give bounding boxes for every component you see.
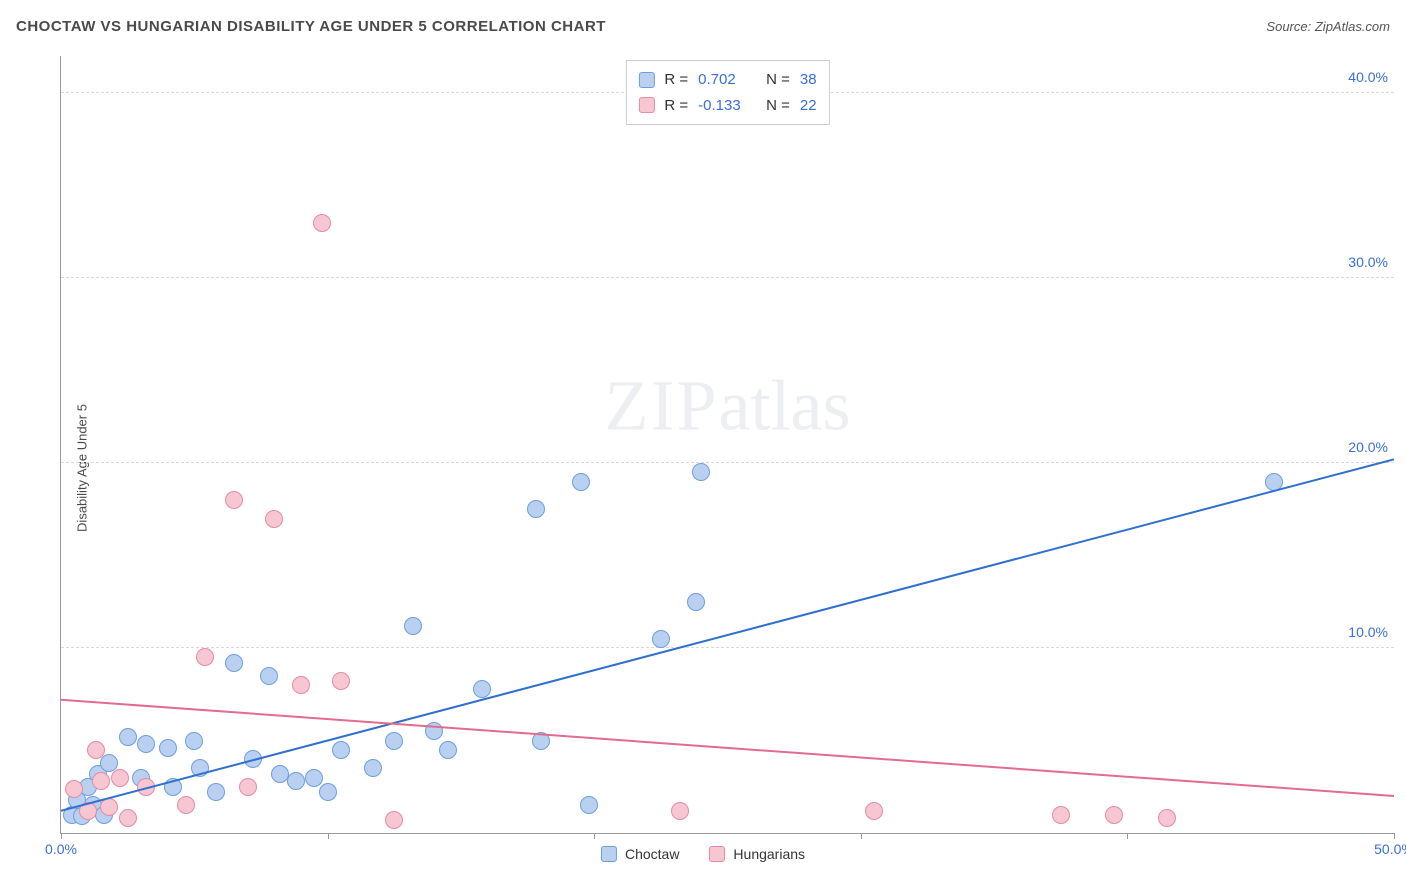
legend-item-hungarians: Hungarians: [709, 846, 805, 862]
legend-swatch-choctaw: [601, 846, 617, 862]
scatter-point: [385, 811, 403, 829]
scatter-point: [865, 802, 883, 820]
scatter-point: [1158, 809, 1176, 827]
scatter-point: [532, 732, 550, 750]
scatter-point: [137, 735, 155, 753]
scatter-point: [527, 500, 545, 518]
scatter-point: [191, 759, 209, 777]
trend-lines: [61, 56, 1394, 833]
x-tick-mark: [861, 833, 862, 839]
scatter-point: [313, 214, 331, 232]
stats-row: R =0.702N =38: [638, 67, 816, 93]
scatter-point: [244, 750, 262, 768]
scatter-point: [292, 676, 310, 694]
stats-swatch: [638, 97, 654, 113]
scatter-point: [1265, 473, 1283, 491]
stats-swatch: [638, 72, 654, 88]
scatter-point: [1052, 806, 1070, 824]
scatter-point: [265, 510, 283, 528]
scatter-point: [385, 732, 403, 750]
scatter-point: [79, 802, 97, 820]
scatter-point: [1105, 806, 1123, 824]
scatter-point: [207, 783, 225, 801]
scatter-point: [319, 783, 337, 801]
stats-row: R =-0.133N =22: [638, 93, 816, 119]
legend-item-choctaw: Choctaw: [601, 846, 679, 862]
scatter-point: [239, 778, 257, 796]
gridline: [61, 462, 1394, 463]
chart-title: CHOCTAW VS HUNGARIAN DISABILITY AGE UNDE…: [16, 18, 606, 35]
chart-container: Disability Age Under 5 ZIPatlas 10.0%20.…: [12, 56, 1394, 880]
scatter-point: [580, 796, 598, 814]
legend-swatch-hungarians: [709, 846, 725, 862]
x-tick-label: 50.0%: [1374, 841, 1406, 857]
scatter-point: [65, 780, 83, 798]
scatter-point: [260, 667, 278, 685]
scatter-point: [287, 772, 305, 790]
gridline: [61, 277, 1394, 278]
y-tick-label: 10.0%: [1348, 624, 1388, 640]
scatter-point: [177, 796, 195, 814]
scatter-point: [92, 772, 110, 790]
gridline: [61, 647, 1394, 648]
x-tick-mark: [328, 833, 329, 839]
scatter-point: [332, 741, 350, 759]
scatter-point: [425, 722, 443, 740]
source-attribution: Source: ZipAtlas.com: [1266, 19, 1390, 34]
scatter-point: [137, 778, 155, 796]
y-tick-label: 30.0%: [1348, 254, 1388, 270]
stats-box: R =0.702N =38R =-0.133N =22: [625, 60, 829, 125]
chart-legend: Choctaw Hungarians: [601, 846, 805, 862]
scatter-point: [687, 593, 705, 611]
scatter-point: [100, 798, 118, 816]
source-link[interactable]: ZipAtlas.com: [1315, 19, 1390, 34]
x-tick-mark: [1127, 833, 1128, 839]
scatter-point: [305, 769, 323, 787]
scatter-point: [119, 728, 137, 746]
scatter-point: [119, 809, 137, 827]
y-tick-label: 20.0%: [1348, 439, 1388, 455]
scatter-point: [159, 739, 177, 757]
x-tick-mark: [1394, 833, 1395, 839]
scatter-point: [671, 802, 689, 820]
scatter-point: [225, 491, 243, 509]
scatter-point: [692, 463, 710, 481]
scatter-point: [652, 630, 670, 648]
x-tick-label: 0.0%: [45, 841, 77, 857]
scatter-point: [87, 741, 105, 759]
plot-area: ZIPatlas 10.0%20.0%30.0%40.0%0.0%50.0%R …: [60, 56, 1394, 834]
scatter-point: [473, 680, 491, 698]
scatter-point: [404, 617, 422, 635]
x-tick-mark: [594, 833, 595, 839]
scatter-point: [196, 648, 214, 666]
scatter-point: [572, 473, 590, 491]
scatter-point: [164, 778, 182, 796]
scatter-point: [111, 769, 129, 787]
x-tick-mark: [61, 833, 62, 839]
scatter-point: [439, 741, 457, 759]
scatter-point: [332, 672, 350, 690]
scatter-point: [185, 732, 203, 750]
y-tick-label: 40.0%: [1348, 69, 1388, 85]
scatter-point: [364, 759, 382, 777]
scatter-point: [225, 654, 243, 672]
watermark: ZIPatlas: [605, 364, 851, 447]
